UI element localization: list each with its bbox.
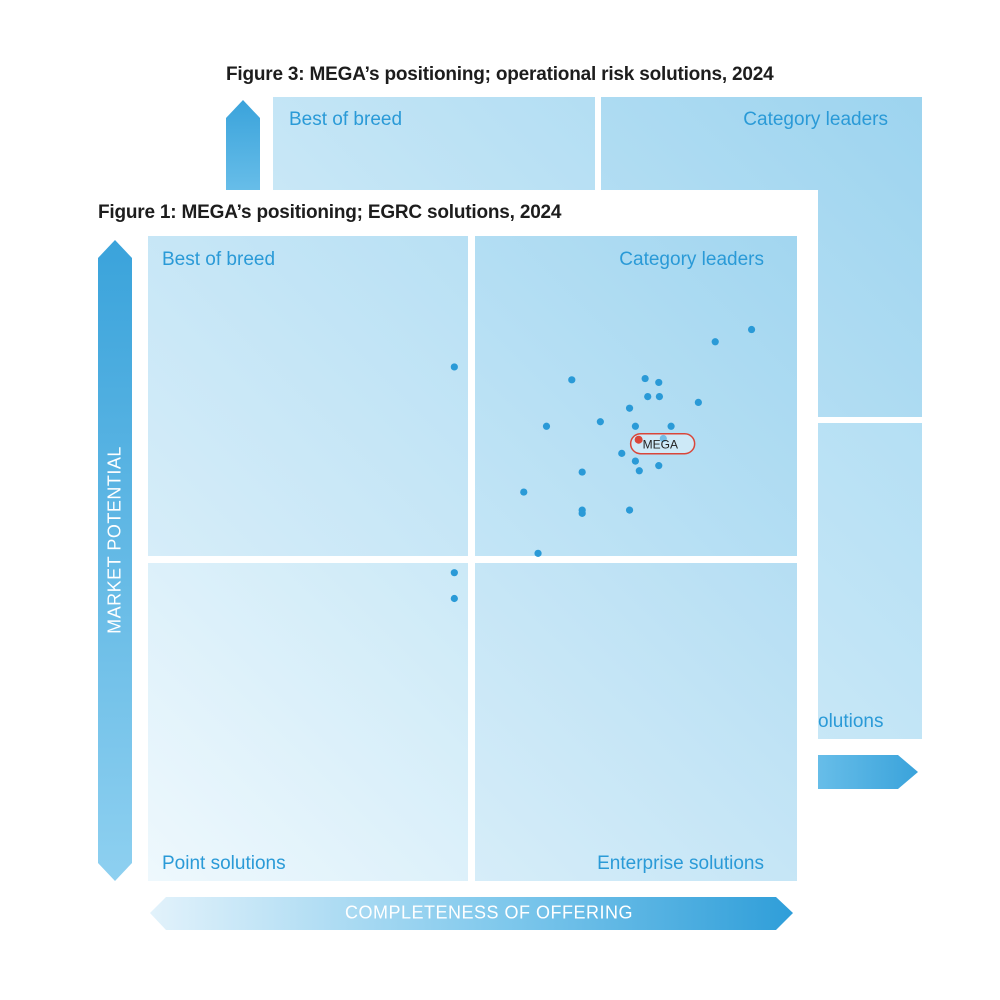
scatter-point-22 [625,506,634,514]
scatter-point-4 [568,376,576,384]
scatter-point-14 [667,422,675,430]
scatter-point-6 [655,378,663,387]
scatter-point-19 [635,467,643,475]
scatter-point-11 [596,418,604,426]
scatter-point-12 [542,422,551,430]
mega-label: MEGA [643,438,678,452]
figure1-label-enterprise-solutions: Enterprise solutions [597,853,764,874]
figure3-x-axis-arrow [800,755,918,789]
figure1-y-axis-arrow [98,240,132,881]
scatter-point-18 [655,462,663,470]
scatter-point-3 [747,325,756,334]
figure1-quadrant-top-left [148,236,468,556]
figure1-x-axis-label: COMPLETENESS OF OFFERING [344,902,634,923]
scatter-point-10 [625,404,634,412]
figure1-label-best-of-breed: Best of breed [162,249,276,270]
figure1-scatter-points: MEGA [450,325,756,603]
scatter-point-25 [534,549,542,557]
figure3-label-category-leaders: Category leaders [743,109,888,130]
scatter-point-17 [631,457,639,465]
scatter-point-5 [641,374,649,383]
figure3-title: Figure 3: MEGA’s positioning; operationa… [226,64,774,85]
scatter-point-15 [659,434,667,443]
scatter-point-2 [711,338,719,346]
scatter-point-7 [644,393,652,401]
scatter-point-8 [655,393,664,401]
figure1-label-category-leaders: Category leaders [619,249,764,270]
mega-highlight-outline [629,432,696,455]
scatter-point-21 [520,488,528,496]
scatter-point-16 [618,449,626,457]
figure3-label-best-of-breed: Best of breed [289,109,403,130]
scatter-point-24 [578,509,586,517]
scatter-point-1 [450,363,458,371]
figure1-quadrant-bottom-left [148,563,468,881]
figure3-label-enterprise-fragment: olutions [818,711,884,732]
figure1-x-axis-arrow [150,897,793,930]
figure3-y-axis-arrow [226,100,260,200]
figure1-title: Figure 1: MEGA’s positioning; EGRC solut… [98,202,562,223]
mega-point [634,435,643,444]
figure1-label-point-solutions: Point solutions [162,853,286,874]
scatter-point-13 [631,422,639,430]
scatter-point-27 [450,594,458,603]
figure1-quadrant-bottom-right [475,563,797,881]
scatter-point-26 [450,569,458,577]
scatter-point-20 [578,468,586,476]
figure1-y-axis-label: MARKET POTENTIAL [104,446,125,634]
figure1-quadrant-top-right [475,236,797,556]
scatter-point-9 [694,398,702,407]
